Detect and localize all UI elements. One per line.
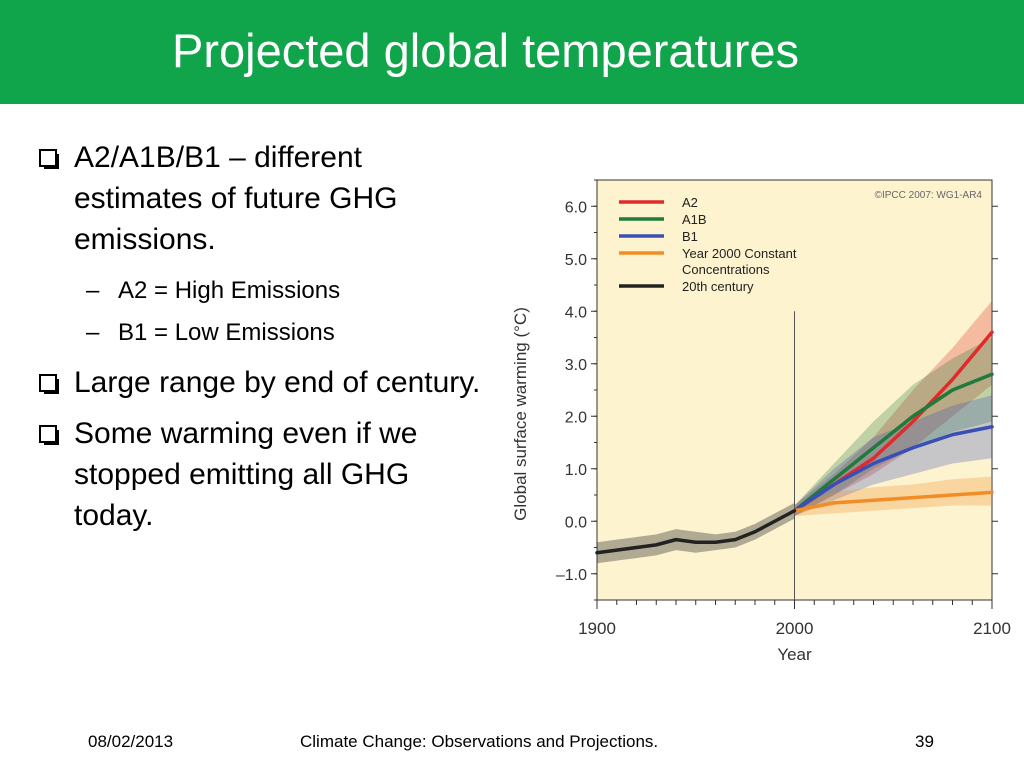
temperature-chart: 6.0 5.0 4.0 3.0 2.0 1.0 0.0 –1.0 1900 2000 2100 Yea… <box>505 168 1020 668</box>
page-number: 39 <box>915 732 934 751</box>
x-tick-label: 1900 <box>578 619 616 638</box>
y-tick-label: 3.0 <box>565 357 587 374</box>
y-tick-label: 1.0 <box>565 462 587 479</box>
copyright-credit: ©IPCC 2007: WG1-AR4 <box>875 190 983 201</box>
legend-label: B1 <box>682 229 698 244</box>
bullet-text: Some warming even if we stopped emitting… <box>74 417 418 532</box>
chart-svg: 6.0 5.0 4.0 3.0 2.0 1.0 0.0 –1.0 1900 2000 2100 Yea… <box>511 179 1011 664</box>
sub-bullet-text: A2 = High Emissions <box>118 277 341 304</box>
y-axis-label: Global surface warming (°C) <box>511 307 530 521</box>
bullet-text: Large range by end of century. <box>74 366 481 399</box>
sub-bullet-list: – A2 = High Emissions – B1 = Low Emissio… <box>86 270 486 354</box>
sub-bullet-item: – B1 = Low Emissions <box>86 312 486 354</box>
checkbox-bullet-icon <box>39 425 59 445</box>
y-tick-label: 0.0 <box>565 514 587 531</box>
checkbox-bullet-icon <box>39 149 59 169</box>
y-tick-label: 4.0 <box>565 304 587 321</box>
bullet-item: Large range by end of century. <box>36 362 486 403</box>
series-band <box>794 476 992 516</box>
series-line <box>792 372 994 513</box>
legend-label: A2 <box>682 195 698 210</box>
bullet-item: Some warming even if we stopped emitting… <box>36 413 486 536</box>
series-band <box>597 502 795 564</box>
y-tick-label: –1.0 <box>556 567 587 584</box>
sub-bullet-text: B1 = Low Emissions <box>118 319 335 346</box>
footer-date: 08/02/2013 <box>88 732 174 751</box>
x-axis-label: Year <box>777 645 812 664</box>
footer-text: Climate Change: Observations and Project… <box>300 732 659 751</box>
bullet-list: A2/A1B/B1 – different estimates of futur… <box>36 137 486 546</box>
slide-title: Projected global temperatures <box>172 24 800 77</box>
y-tick-label: 2.0 <box>565 409 587 426</box>
checkbox-bullet-icon <box>39 374 59 394</box>
title-bar: Projected global temperatures <box>0 0 1024 104</box>
series-line <box>792 425 994 513</box>
legend-label: 20th century <box>682 279 754 294</box>
sub-bullet-item: – A2 = High Emissions <box>86 270 486 312</box>
dash-icon: – <box>86 319 100 346</box>
legend-label: A1B <box>682 212 707 227</box>
legend-label: Concentrations <box>682 262 770 277</box>
bullet-text: A2/A1B/B1 – different estimates of futur… <box>74 141 398 256</box>
x-tick-label: 2000 <box>776 619 814 638</box>
y-tick-label: 6.0 <box>565 199 587 216</box>
series-line <box>595 509 797 555</box>
bullet-item: A2/A1B/B1 – different estimates of futur… <box>36 137 486 260</box>
dash-icon: – <box>86 277 100 304</box>
x-tick-label: 2100 <box>973 619 1011 638</box>
y-tick-label: 5.0 <box>565 252 587 269</box>
legend-label: Year 2000 Constant <box>682 246 797 261</box>
series-line <box>792 490 994 513</box>
